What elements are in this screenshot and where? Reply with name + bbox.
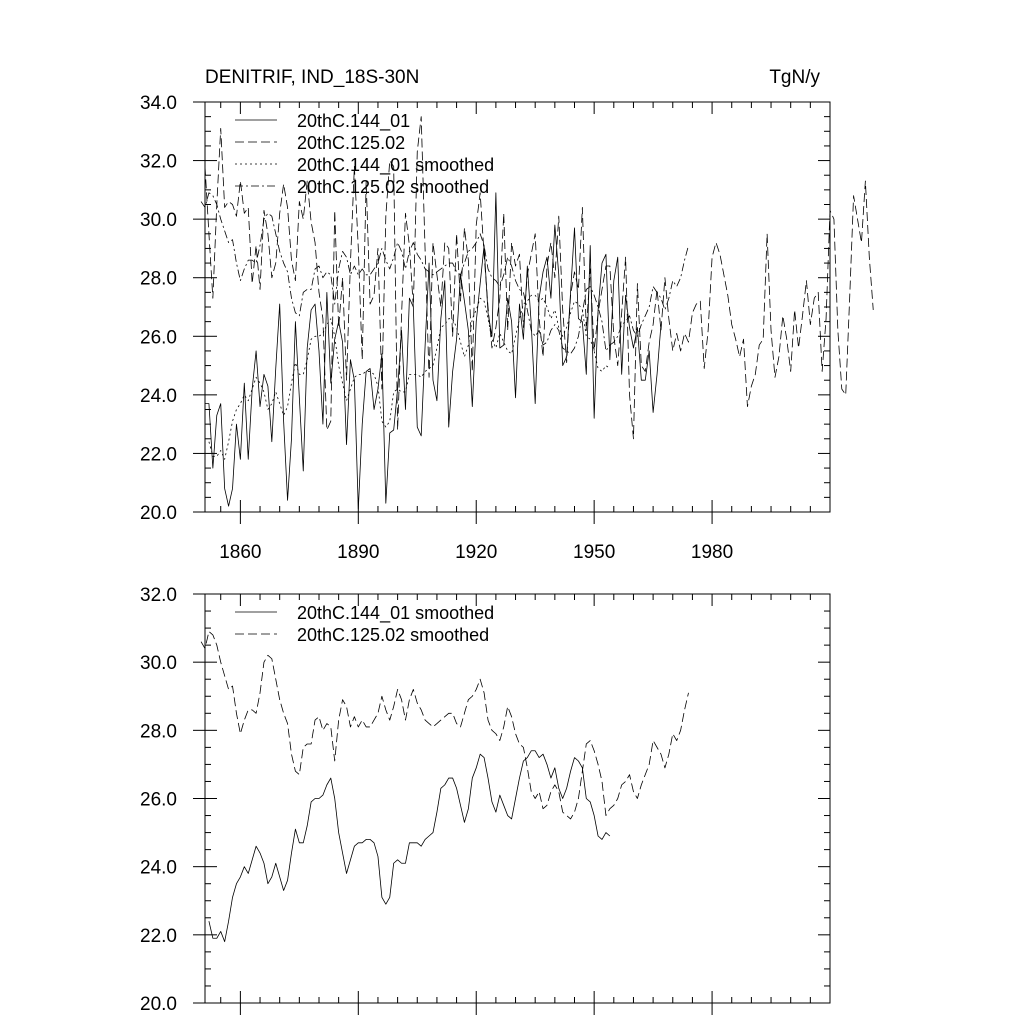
y-tick-label: 26.0 — [140, 327, 177, 348]
y-tick-label: 22.0 — [140, 444, 177, 465]
smoothed-line-2 — [200, 192, 689, 355]
top-panel: 20.0 22.0 24.0 26.0 28.0 30.0 32.0 34.0 1860 1890… — [140, 67, 874, 563]
y-tick-label: 20.0 — [140, 994, 177, 1015]
units-label: TgN/y — [769, 67, 820, 88]
x-tick-label: 1890 — [337, 542, 379, 563]
legend-entry: 20thC.144_01 — [297, 111, 410, 132]
legend-entry: 20thC.144_01 smoothed — [297, 155, 494, 176]
y-tick-label: 30.0 — [140, 210, 177, 231]
x-tick-label: 1920 — [455, 542, 497, 563]
x-tick-label: 1980 — [691, 542, 733, 563]
y-tick-label: 28.0 — [140, 269, 177, 290]
y-tick-label: 32.0 — [140, 152, 177, 173]
y-tick-label: 22.0 — [140, 926, 177, 947]
y-tick-label: 24.0 — [140, 386, 177, 407]
y-tick-label: 34.0 — [140, 93, 177, 114]
x-tick-label: 1860 — [219, 542, 261, 563]
chart-title: DENITRIF, IND_18S-30N — [205, 67, 419, 88]
bottom-panel: 20.0 22.0 24.0 26.0 28.0 30.0 32.0 20thC.144_01… — [140, 585, 831, 1015]
legend-entry: 20thC.125.02 — [297, 133, 405, 153]
legend-entry: 20thC.144_01 smoothed — [297, 603, 494, 624]
plot-frame — [204, 593, 831, 1004]
y-tick-label: 28.0 — [140, 721, 177, 742]
y-tick-label: 26.0 — [140, 790, 177, 811]
series-line-2 — [200, 631, 689, 820]
legend-entry: 20thC.125.02 smoothed — [297, 177, 489, 197]
y-tick-label: 24.0 — [140, 858, 177, 879]
y-tick-label: 20.0 — [140, 503, 177, 524]
legend-entry: 20thC.125.02 smoothed — [297, 625, 489, 645]
y-tick-label: 30.0 — [140, 653, 177, 674]
smoothed-line-1 — [208, 294, 611, 460]
series-line-1 — [208, 750, 611, 943]
series-line-1 — [205, 192, 662, 510]
x-tick-label: 1950 — [573, 542, 615, 563]
y-tick-label: 32.0 — [140, 585, 177, 606]
